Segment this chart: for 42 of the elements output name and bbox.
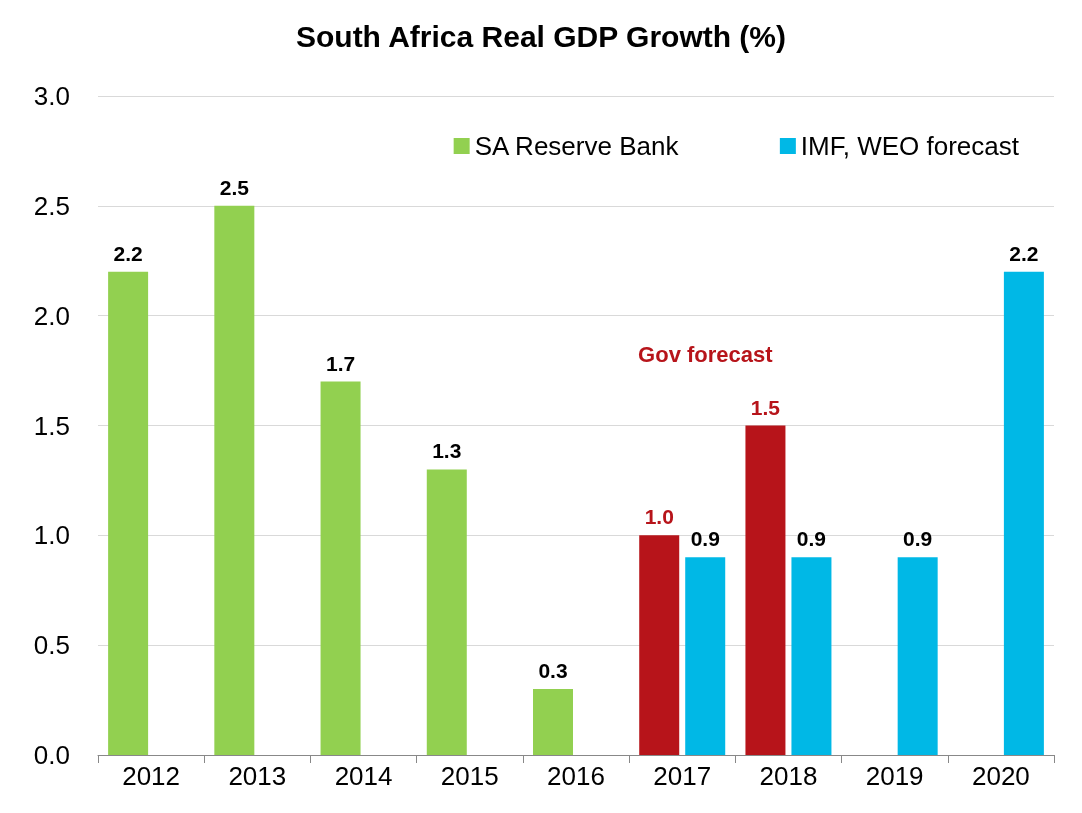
bar <box>685 557 726 755</box>
bar <box>791 557 832 755</box>
y-tick-label: 1.0 <box>33 520 70 551</box>
x-tick-label: 2019 <box>865 761 924 791</box>
x-tick-label: 2017 <box>653 761 712 791</box>
y-tick-label: 3.0 <box>33 81 70 111</box>
data-label: 0.3 <box>538 659 568 683</box>
y-tick-label: 0.5 <box>33 630 70 661</box>
x-tick-label: 2012 <box>122 761 181 791</box>
data-label: 2.5 <box>219 175 250 199</box>
chart-title: South Africa Real GDP Growth (%) <box>295 19 787 53</box>
y-tick-label: 2.0 <box>33 300 70 331</box>
bar <box>1003 271 1044 755</box>
data-label: 0.9 <box>796 527 827 551</box>
bar <box>745 425 786 755</box>
x-tick-label: 2015 <box>440 761 499 791</box>
bar <box>533 689 573 755</box>
data-label: 1.3 <box>432 439 462 463</box>
data-label: 0.9 <box>903 527 933 551</box>
data-label: 1.0 <box>644 505 674 529</box>
y-tick-label: 2.5 <box>33 190 70 221</box>
bar <box>214 205 255 755</box>
bar <box>320 381 361 755</box>
bar <box>639 535 680 755</box>
y-tick-label: 0.0 <box>33 740 70 770</box>
x-tick-label: 2013 <box>228 761 287 791</box>
x-tick-label: 2014 <box>334 761 393 791</box>
bar <box>897 557 938 755</box>
x-tick-label: 2020 <box>971 761 1030 791</box>
y-tick-label: 1.5 <box>33 410 70 441</box>
legend-label: SA Reserve Bank <box>474 131 680 161</box>
data-label: 2.2 <box>1009 241 1039 265</box>
text: Gov forecast <box>638 342 774 367</box>
data-label: 1.7 <box>325 351 356 375</box>
data-label: 2.2 <box>113 241 143 265</box>
data-label: 0.9 <box>690 527 720 551</box>
data-label: 1.5 <box>750 395 781 419</box>
legend-label: IMF, WEO forecast <box>800 131 1020 161</box>
x-tick-label: 2016 <box>547 761 605 791</box>
x-tick-label: 2018 <box>759 761 818 791</box>
bar <box>108 271 149 755</box>
bar <box>426 469 467 755</box>
